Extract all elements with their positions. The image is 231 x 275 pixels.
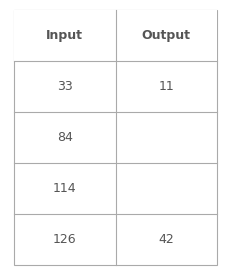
Text: 84: 84: [57, 131, 73, 144]
Bar: [14, 10, 217, 265]
Bar: [14, 10, 217, 61]
Text: 126: 126: [53, 233, 76, 246]
Text: 114: 114: [53, 182, 76, 195]
Text: Input: Input: [46, 29, 83, 42]
Text: 11: 11: [158, 80, 174, 93]
Text: 42: 42: [158, 233, 174, 246]
Text: 33: 33: [57, 80, 73, 93]
Text: Output: Output: [142, 29, 191, 42]
